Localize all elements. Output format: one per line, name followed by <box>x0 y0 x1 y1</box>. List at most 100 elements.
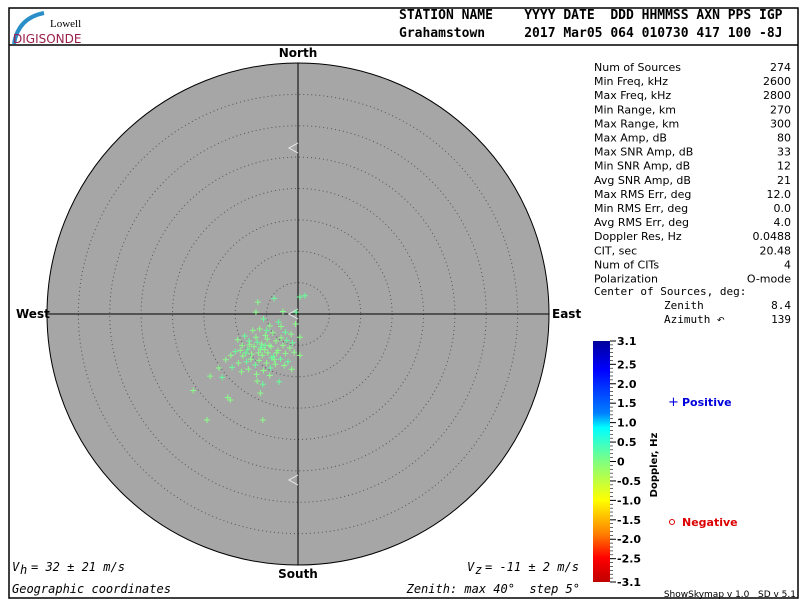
polar-plot <box>46 62 550 566</box>
source-point <box>282 329 289 336</box>
source-point <box>264 349 271 356</box>
vz-symbol: V <box>467 560 475 574</box>
colorbar-tick-label: 0 <box>617 456 625 469</box>
coordinate-system: Geographic coordinates <box>12 582 171 596</box>
source-point <box>279 308 286 315</box>
stat-value: 270 <box>770 103 791 116</box>
source-point <box>252 361 259 368</box>
source-point <box>283 337 290 344</box>
source-point <box>252 309 259 316</box>
colorbar-tick-label: -3.1 <box>617 576 641 589</box>
stats-panel: Num of Sources 274 Min Freq, kHz 2600 Max Fr… <box>594 61 791 286</box>
colorbar-label: Doppler, Hz <box>649 433 660 498</box>
source-point <box>286 344 293 351</box>
stat-value: O-mode <box>747 273 791 286</box>
source-point <box>207 373 214 380</box>
source-point <box>242 349 249 356</box>
colorbar-tick-label: -1.0 <box>617 494 641 507</box>
stat-label: Max Freq, kHz <box>594 89 671 102</box>
stat-label: Max Amp, dB <box>594 132 667 145</box>
colorbar-tick-label: -2.5 <box>617 553 641 566</box>
colorbar-tick-label: 3.1 <box>617 335 637 348</box>
header-values: Grahamstown 2017 Mar05 064 010730 417 10… <box>399 26 783 41</box>
colorbar-tick-label: 1.0 <box>617 417 637 430</box>
source-point <box>259 417 266 424</box>
stat-label: Avg RMS Err, deg <box>594 216 689 229</box>
source-point <box>263 327 270 334</box>
source-point <box>222 356 229 363</box>
source-point <box>266 372 273 379</box>
stat-label: CIT, sec <box>594 244 637 257</box>
source-point <box>282 350 289 357</box>
stat-label: Doppler Res, Hz <box>594 230 682 243</box>
logo-line2: DIGISONDE <box>13 32 81 46</box>
center-azimuth-value: 139 <box>771 313 791 326</box>
source-point <box>275 319 282 326</box>
source-point <box>284 358 291 365</box>
source-point <box>296 294 303 301</box>
source-point <box>260 316 267 323</box>
vertical-velocity: = -11 ± 2 m/s <box>485 560 579 574</box>
source-point <box>190 387 197 394</box>
stat-value: 0.0488 <box>753 230 792 243</box>
source-point <box>293 309 300 316</box>
positive-plus-icon: + <box>668 395 679 410</box>
stat-label: Min SNR Amp, dB <box>594 160 690 173</box>
source-point <box>248 351 255 358</box>
source-point <box>266 322 273 329</box>
label-west: West <box>16 307 50 321</box>
label-east: East <box>552 307 581 321</box>
zenith-scale: Zenith: max 40° step 5° <box>406 582 580 596</box>
colorbar-tick-label: 0.5 <box>617 436 637 449</box>
source-point <box>264 336 271 343</box>
stat-value: 2800 <box>763 89 791 102</box>
source-point <box>227 396 234 403</box>
colorbar-tick-label: -0.5 <box>617 475 641 488</box>
source-point <box>257 390 264 397</box>
stat-label: Min Range, km <box>594 103 676 116</box>
source-point <box>267 364 274 371</box>
source-point <box>281 362 288 369</box>
source-point <box>288 366 295 373</box>
source-point <box>296 334 303 341</box>
source-point <box>259 381 266 388</box>
stat-value: 0.0 <box>774 202 792 215</box>
colorbar-tick-label: 1.5 <box>617 397 637 410</box>
source-point <box>257 344 264 351</box>
source-point <box>224 394 231 401</box>
source-point <box>234 336 241 343</box>
digisonde-logo: Lowell DIGISONDE <box>12 11 81 46</box>
stat-label: Avg SNR Amp, dB <box>594 174 691 187</box>
stat-label: Num of CITs <box>594 258 659 271</box>
source-point <box>245 366 252 373</box>
stat-value: 12 <box>777 160 791 173</box>
stat-value: 274 <box>770 61 791 74</box>
vz-subscript: z <box>475 563 482 577</box>
stat-label: Num of Sources <box>594 61 681 74</box>
azimuth-arrow-icon: ↶ <box>717 316 725 326</box>
source-point <box>274 347 281 354</box>
source-point <box>268 354 275 361</box>
source-point <box>296 352 303 359</box>
colorbar-tick-label: -1.5 <box>617 514 641 527</box>
source-point <box>254 378 261 385</box>
stat-value: 4.0 <box>774 216 792 229</box>
stat-label: Polarization <box>594 273 658 286</box>
source-point <box>301 292 308 299</box>
source-point <box>239 353 246 360</box>
vh-symbol: V <box>12 560 20 574</box>
source-point <box>279 342 286 349</box>
colorbar-tick-label: -2.0 <box>617 533 641 546</box>
vh-subscript: h <box>20 563 27 577</box>
source-point <box>277 356 284 363</box>
logo-line1: Lowell <box>50 18 81 30</box>
horizontal-velocity: = 32 ± 21 m/s <box>31 560 125 574</box>
header-labels: STATION NAME YYYY DATE DDD HHMMSS AXN PP… <box>399 8 783 23</box>
stat-label: Min RMS Err, deg <box>594 202 688 215</box>
source-point <box>260 367 267 374</box>
stat-label: Max Range, km <box>594 117 679 130</box>
center-zenith-value: 8.4 <box>771 299 791 312</box>
legend-negative: Negative <box>682 516 738 529</box>
source-point <box>262 332 269 339</box>
